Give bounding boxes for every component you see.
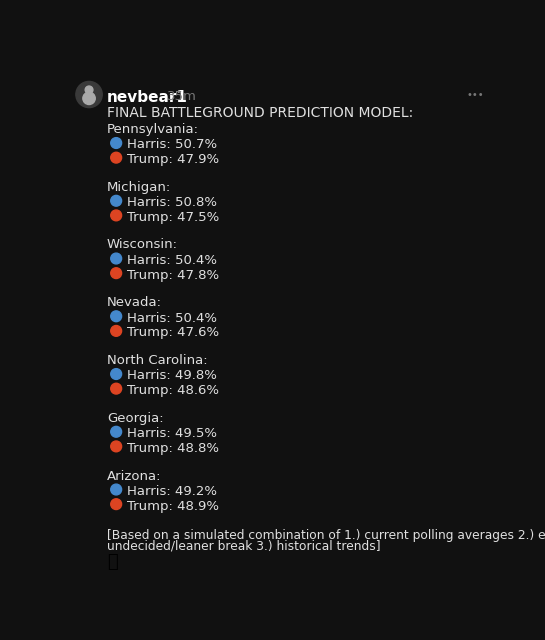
Text: Wisconsin:: Wisconsin: xyxy=(107,239,178,252)
Text: [Based on a simulated combination of 1.) current polling averages 2.) estimated: [Based on a simulated combination of 1.)… xyxy=(107,529,545,542)
Text: 35m: 35m xyxy=(167,90,197,103)
Text: Trump: 47.5%: Trump: 47.5% xyxy=(127,211,219,224)
Text: Michigan:: Michigan: xyxy=(107,180,171,194)
Circle shape xyxy=(111,369,122,380)
Text: Harris: 50.4%: Harris: 50.4% xyxy=(127,312,217,324)
Text: •••: ••• xyxy=(467,90,485,100)
Circle shape xyxy=(111,484,122,495)
Circle shape xyxy=(111,383,122,394)
Circle shape xyxy=(111,253,122,264)
Text: Harris: 49.8%: Harris: 49.8% xyxy=(127,369,217,382)
Text: Harris: 50.8%: Harris: 50.8% xyxy=(127,196,217,209)
Text: Trump: 47.6%: Trump: 47.6% xyxy=(127,326,219,339)
Circle shape xyxy=(111,499,122,509)
Text: Harris: 50.7%: Harris: 50.7% xyxy=(127,138,217,152)
Circle shape xyxy=(111,426,122,437)
Circle shape xyxy=(83,92,95,104)
Text: North Carolina:: North Carolina: xyxy=(107,354,208,367)
Text: FINAL BATTLEGROUND PREDICTION MODEL:: FINAL BATTLEGROUND PREDICTION MODEL: xyxy=(107,106,413,120)
Text: nevbear1: nevbear1 xyxy=(107,90,187,105)
Text: Pennsylvania:: Pennsylvania: xyxy=(107,123,199,136)
Circle shape xyxy=(111,210,122,221)
Text: Trump: 48.9%: Trump: 48.9% xyxy=(127,500,219,513)
Text: Nevada:: Nevada: xyxy=(107,296,162,309)
Text: Trump: 47.9%: Trump: 47.9% xyxy=(127,153,219,166)
Circle shape xyxy=(111,441,122,452)
Circle shape xyxy=(76,81,102,108)
Text: Harris: 49.5%: Harris: 49.5% xyxy=(127,427,217,440)
Circle shape xyxy=(111,152,122,163)
Circle shape xyxy=(111,311,122,322)
Text: undecided/leaner break 3.) historical trends]: undecided/leaner break 3.) historical tr… xyxy=(107,540,380,552)
Text: Arizona:: Arizona: xyxy=(107,470,161,483)
Text: Georgia:: Georgia: xyxy=(107,412,164,425)
Circle shape xyxy=(111,138,122,148)
Text: Trump: 48.8%: Trump: 48.8% xyxy=(127,442,219,455)
Circle shape xyxy=(85,86,93,93)
Text: ⏳: ⏳ xyxy=(107,554,118,572)
Text: Trump: 48.6%: Trump: 48.6% xyxy=(127,384,219,397)
Circle shape xyxy=(111,268,122,278)
Text: Trump: 47.8%: Trump: 47.8% xyxy=(127,269,219,282)
Text: Harris: 50.4%: Harris: 50.4% xyxy=(127,254,217,267)
Text: Harris: 49.2%: Harris: 49.2% xyxy=(127,485,217,498)
Circle shape xyxy=(111,326,122,336)
Circle shape xyxy=(111,195,122,206)
